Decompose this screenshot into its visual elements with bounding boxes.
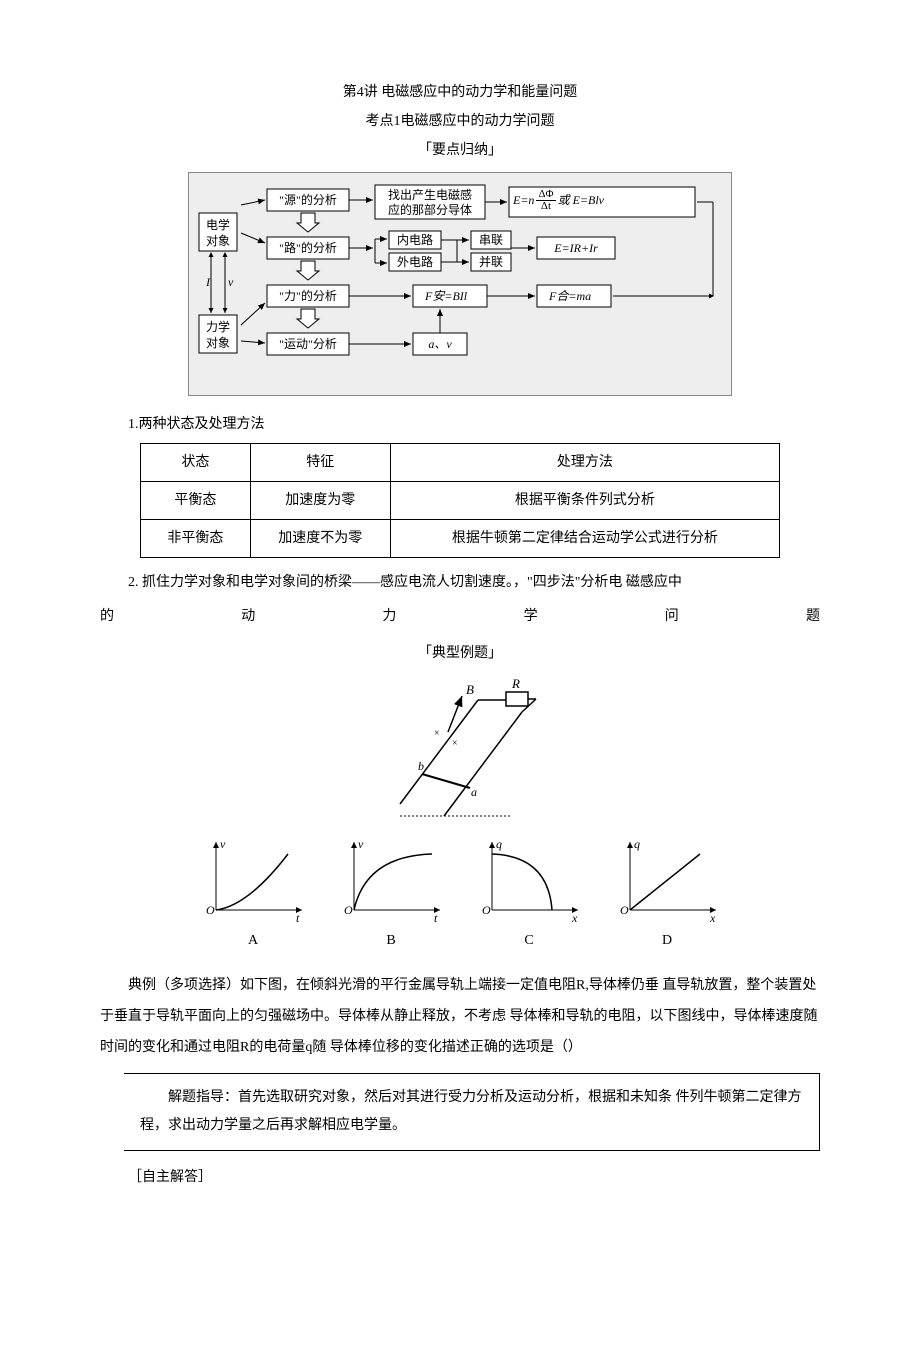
graph-letter: C <box>474 928 584 953</box>
label-B: B <box>466 682 474 697</box>
graph-letter: A <box>198 928 308 953</box>
cell: 非平衡态 <box>141 520 251 558</box>
label-a: a <box>471 785 477 799</box>
graph-A: O v t A <box>198 836 308 953</box>
th-state: 状态 <box>141 443 251 481</box>
label-b: b <box>418 759 424 773</box>
section2-spread: 的 动 力 学 问 题 <box>100 604 820 629</box>
svg-text:O: O <box>206 903 215 917</box>
fc-parallel: 并联 <box>479 255 503 269</box>
guide-text: 解题指导：首先选取研究对象，然后对其进行受力分析及运动分析，根据和未知条 件列牛… <box>140 1090 802 1133</box>
graph-D: O q x D <box>612 836 722 953</box>
svg-text:O: O <box>344 903 353 917</box>
fc-src-eq-prefix: E=n <box>513 189 534 211</box>
table-header-row: 状态 特征 处理方法 <box>141 443 780 481</box>
fc-force-eq2-lhs: F合 <box>548 289 570 303</box>
cell: 平衡态 <box>141 481 251 519</box>
spread-char: 动 <box>241 604 255 629</box>
th-method: 处理方法 <box>390 443 779 481</box>
section1-heading: 1.两种状态及处理方法 <box>100 412 820 437</box>
th-feature: 特征 <box>250 443 390 481</box>
graph-letter: D <box>612 928 722 953</box>
g-x-label: t <box>434 911 438 925</box>
fc-elec-top: 电学 <box>206 217 230 232</box>
guide-box: 解题指导：首先选取研究对象，然后对其进行受力分析及运动分析，根据和未知条 件列牛… <box>124 1073 820 1151</box>
graphs-row: O v t A O v t B O q x C <box>100 836 820 953</box>
label-R: R <box>511 676 520 691</box>
lecture-title: 第4讲 电磁感应中的动力学和能量问题 <box>100 80 820 105</box>
fc-inner: 内电路 <box>397 232 433 247</box>
fc-series: 串联 <box>479 233 503 247</box>
fc-source-res-l1: 找出产生电磁感 <box>388 187 472 202</box>
spread-char: 的 <box>100 604 114 629</box>
self-answer-label: ［自主解答］ <box>100 1165 820 1190</box>
incline-circuit-svg: R a b B × × <box>360 676 560 826</box>
fc-force-eq1-rhs: =BIl <box>444 289 467 303</box>
fc-circuit-eq: E=IR+Ir <box>553 241 598 255</box>
fc-force-eq1-lhs: F安 <box>424 289 446 303</box>
flowchart-container: 电学 对象 力学 对象 I v " <box>100 172 820 396</box>
section2-line1: 2. 抓住力学对象和电学对象间的桥梁——感应电流人切割速度。，"四步法"分析电 … <box>100 570 820 595</box>
fc-src-eq-suffix: 或 E=Blv <box>558 189 604 211</box>
graph-B: O v t B <box>336 836 446 953</box>
g-x-label: t <box>296 911 300 925</box>
graph-letter: B <box>336 928 446 953</box>
cell: 根据平衡条件列式分析 <box>390 481 779 519</box>
svg-text:F安=BIl: F安=BIl <box>424 289 468 303</box>
fc-motion-label: "运动"分析 <box>279 337 337 351</box>
g-y-label: v <box>220 837 226 851</box>
cell: 加速度为零 <box>250 481 390 519</box>
flowchart-panel: 电学 对象 力学 对象 I v " <box>188 172 732 396</box>
table-row: 平衡态 加速度为零 根据平衡条件列式分析 <box>141 481 780 519</box>
g-y-label: q <box>496 837 502 851</box>
problem-text: 典例（多项选择）如下图，在倾斜光滑的平行金属导轨上端接一定值电阻R,导体棒仍垂 … <box>100 971 820 1063</box>
svg-text:F合=ma: F合=ma <box>548 289 591 303</box>
svg-text:×: × <box>434 728 440 739</box>
fc-force-eq2-rhs: =ma <box>568 289 591 303</box>
fc-mech-top: 力学 <box>206 319 230 334</box>
state-table: 状态 特征 处理方法 平衡态 加速度为零 根据平衡条件列式分析 非平衡态 加速度… <box>140 443 780 559</box>
svg-text:O: O <box>482 903 491 917</box>
fc-outer: 外电路 <box>397 254 433 269</box>
svg-text:×: × <box>452 738 458 749</box>
graph-C: O q x C <box>474 836 584 953</box>
fc-source-label: "源"的分析 <box>279 192 337 207</box>
table-row: 非平衡态 加速度不为零 根据牛顿第二定律结合运动学公式进行分析 <box>141 520 780 558</box>
g-x-label: x <box>709 911 716 925</box>
fc-source-res-l2: 应的那部分导体 <box>388 202 472 217</box>
g-y-label: v <box>358 837 364 851</box>
summary-label: 「要点归纳」 <box>100 138 820 163</box>
g-x-label: x <box>571 911 578 925</box>
fc-mech-bot: 对象 <box>206 336 230 350</box>
cell: 根据牛顿第二定律结合运动学公式进行分析 <box>390 520 779 558</box>
example-heading: 「典型例题」 <box>100 641 820 666</box>
fc-bridge-I: I <box>205 275 211 289</box>
g-y-label: q <box>634 837 640 851</box>
spread-char: 力 <box>382 604 396 629</box>
spread-char: 题 <box>806 604 820 629</box>
svg-text:O: O <box>620 903 629 917</box>
subtitle: 考点1电磁感应中的动力学问题 <box>100 109 820 134</box>
fc-motion-result: a、v <box>428 337 452 351</box>
fc-circuit-label: "路"的分析 <box>279 240 337 255</box>
flowchart-svg: 电学 对象 力学 对象 I v " <box>197 183 717 383</box>
fc-elec-bot: 对象 <box>206 234 230 248</box>
fc-src-frac-den: Δt <box>536 201 555 212</box>
fc-force-label: "力"的分析 <box>279 288 337 303</box>
spread-char: 问 <box>665 604 679 629</box>
fc-bridge-v: v <box>228 275 234 289</box>
incline-circuit-figure: R a b B × × <box>100 676 820 826</box>
cell: 加速度不为零 <box>250 520 390 558</box>
spread-char: 学 <box>524 604 538 629</box>
